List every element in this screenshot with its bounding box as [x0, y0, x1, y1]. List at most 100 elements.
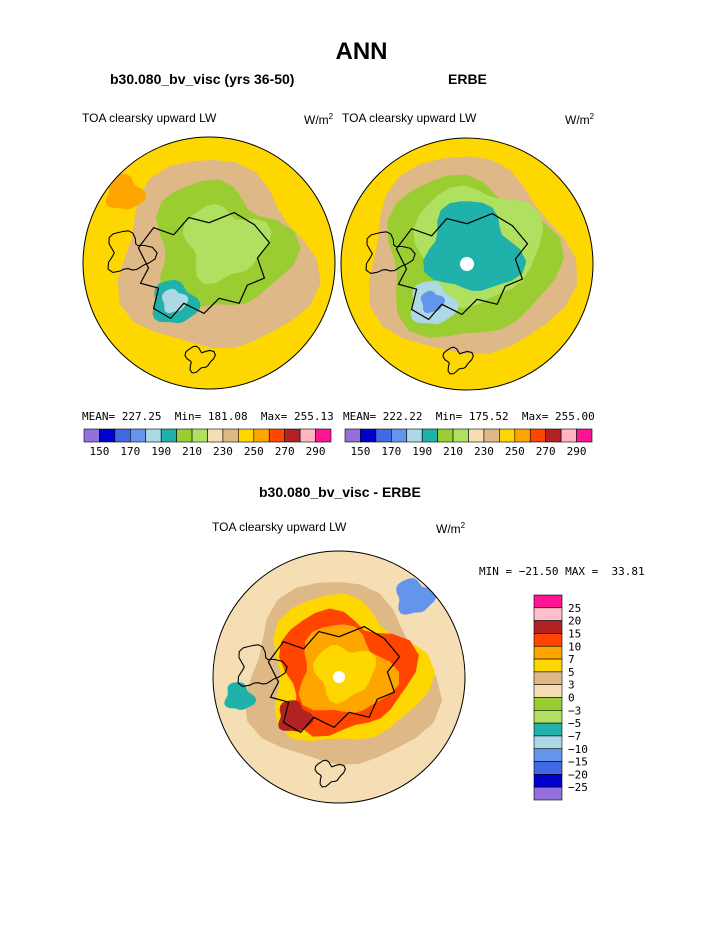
model-colorbar-swatch: [299, 428, 316, 443]
diff-colorbar-swatch: [533, 620, 563, 634]
diff-colorbar-tick-label: 0: [568, 692, 575, 705]
obs-colorbar-tick-label: 270: [536, 445, 556, 458]
model-colorbar-tick-label: 250: [244, 445, 264, 458]
diff-colorbar-swatch: [533, 684, 563, 698]
page-title: ANN: [335, 38, 388, 65]
model-colorbar-swatch: [315, 428, 332, 443]
model-colorbar-swatch: [160, 428, 177, 443]
diff-canadian-islands-coastline: [237, 644, 288, 687]
diff-colorbar-tick-label: −10: [568, 743, 588, 756]
diff-arctic-coastline: [267, 625, 401, 734]
obs-colorbar-swatch: [560, 428, 577, 443]
obs-panel-title: ERBE: [448, 71, 487, 87]
obs-arctic-coastline: [395, 212, 529, 321]
model-colorbar-swatch: [99, 428, 116, 443]
model-colorbar-swatch: [238, 428, 255, 443]
obs-colorbar-tick-label: 190: [412, 445, 432, 458]
diff-colorbar-tick-label: 3: [568, 679, 575, 692]
diff-colorbar-tick-label: 25: [568, 602, 581, 615]
diff-colorbar-swatch: [533, 735, 563, 750]
obs-pole-missing: [460, 257, 474, 271]
diff-colorbar-tick-label: 10: [568, 640, 581, 653]
model-colorbar-swatch: [207, 428, 224, 443]
model-variable-label: TOA clearsky upward LW: [82, 111, 217, 125]
obs-units-label: W/m2: [565, 112, 595, 127]
model-colorbar-swatch: [268, 428, 285, 443]
diff-colorbar-tick-label: −25: [568, 781, 588, 794]
diff-map: [213, 551, 465, 803]
model-panel-title: b30.080_bv_visc (yrs 36-50): [110, 71, 295, 87]
model-colorbar-swatch: [284, 428, 301, 443]
obs-mean-value: 222.22: [382, 410, 423, 423]
obs-colorbar-swatch: [437, 428, 454, 443]
diff-colorbar-swatch: [533, 710, 563, 724]
obs-colorbar-tick-label: 210: [443, 445, 463, 458]
model-map-border: [82, 136, 336, 390]
diff-colorbar-swatch: [533, 607, 563, 621]
obs-colorbar-swatch: [514, 428, 531, 443]
model-canadian-islands-coastline: [107, 230, 158, 273]
obs-colorbar-swatch: [421, 428, 438, 443]
model-arctic-coastline: [137, 211, 271, 320]
diff-colorbar-swatch: [533, 645, 563, 660]
model-colorbar-swatch: [145, 428, 162, 443]
diff-stats: MIN = −21.50 MAX = 33.81: [479, 565, 645, 578]
model-colorbar-swatch: [176, 428, 193, 443]
model-colorbar-tick-label: 230: [213, 445, 233, 458]
diff-colorbar-tick-label: −20: [568, 768, 588, 781]
obs-colorbar-swatch: [468, 428, 485, 443]
diff-contour-inner-7: [313, 645, 377, 704]
diff-pole-missing: [333, 671, 345, 683]
diff-map-border: [212, 550, 466, 804]
obs-colorbar-swatch: [483, 428, 500, 443]
model-greenland-180: [161, 288, 189, 314]
model-colorbar-swatch: [114, 428, 131, 443]
obs-colorbar-swatch: [406, 428, 423, 443]
model-colorbar-tick-label: 210: [182, 445, 202, 458]
diff-colorbar-tick-label: 20: [568, 615, 581, 628]
obs-europe-coastline: [442, 346, 475, 375]
model-stats: MEAN= 227.25 Min= 181.08 Max= 255.13: [82, 410, 334, 423]
obs-colorbar-swatch: [360, 428, 377, 443]
obs-colorbar-swatch: [452, 428, 469, 443]
model-colorbar-swatch: [191, 428, 208, 443]
obs-stats: MEAN= 222.22 Min= 175.52 Max= 255.00: [343, 410, 595, 423]
obs-colorbar-tick-label: 150: [351, 445, 371, 458]
diff-colorbar-tick-label: 5: [568, 666, 575, 679]
model-colorbar-tick-label: 270: [275, 445, 295, 458]
diff-colorbar-swatch: [533, 748, 563, 762]
obs-contour-190-210: [423, 201, 527, 291]
model-colorbar-tick-label: 150: [90, 445, 110, 458]
diff-negative-10: [396, 578, 437, 615]
diff-colorbar-tick-label: 15: [568, 627, 581, 640]
model-colorbar-swatch: [253, 428, 270, 443]
obs-max-value: 255.00: [555, 410, 595, 423]
obs-colorbar-swatch: [529, 428, 546, 443]
obs-colorbar-swatch: [344, 428, 361, 443]
diff-min-value: −21.50: [518, 565, 559, 578]
model-map: [83, 137, 335, 389]
diff-panel-title: b30.080_bv_visc - ERBE: [259, 484, 421, 500]
diff-colorbar-swatch: [533, 774, 563, 788]
obs-colorbar-swatch: [545, 428, 562, 443]
diff-colorbar-swatch: [533, 722, 563, 737]
model-colorbar-swatch: [130, 428, 147, 443]
diff-negative-7: [224, 682, 257, 710]
diff-colorbar-tick-label: −7: [568, 730, 581, 743]
obs-colorbar-swatch: [375, 428, 392, 443]
model-europe-coastline: [184, 345, 217, 374]
diff-colorbar-swatch: [533, 658, 563, 673]
obs-colorbar-swatch: [499, 428, 516, 443]
diff-colorbar-swatch: [533, 594, 563, 609]
model-min-value: 181.08: [207, 410, 248, 423]
model-contour-210-220: [182, 203, 272, 285]
diff-max-value: 33.81: [611, 565, 645, 578]
diff-colorbar-swatch: [533, 671, 563, 685]
obs-colorbar-tick-label: 230: [474, 445, 494, 458]
obs-variable-label: TOA clearsky upward LW: [342, 111, 477, 125]
diff-colorbar-tick-label: −5: [568, 717, 581, 730]
obs-colorbar-tick-label: 250: [505, 445, 525, 458]
model-contour-250-270: [105, 174, 147, 210]
model-mean-value: 227.25: [121, 410, 162, 423]
